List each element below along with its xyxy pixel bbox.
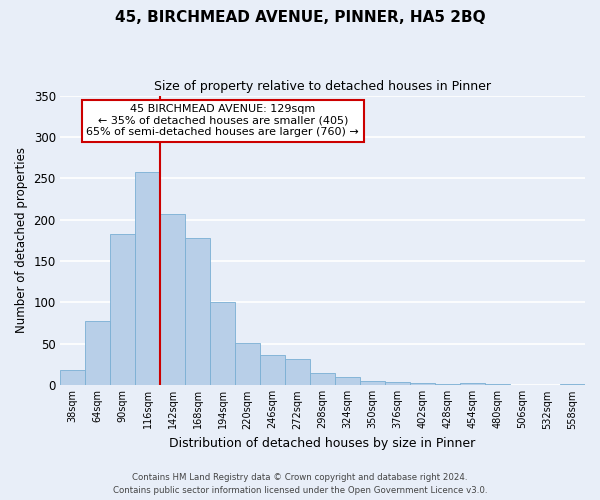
Bar <box>435 384 460 385</box>
Bar <box>385 382 410 385</box>
Bar <box>460 382 485 385</box>
Title: Size of property relative to detached houses in Pinner: Size of property relative to detached ho… <box>154 80 491 93</box>
Bar <box>560 384 585 385</box>
Bar <box>210 302 235 385</box>
Text: Contains HM Land Registry data © Crown copyright and database right 2024.
Contai: Contains HM Land Registry data © Crown c… <box>113 474 487 495</box>
Text: 45 BIRCHMEAD AVENUE: 129sqm
← 35% of detached houses are smaller (405)
65% of se: 45 BIRCHMEAD AVENUE: 129sqm ← 35% of det… <box>86 104 359 138</box>
X-axis label: Distribution of detached houses by size in Pinner: Distribution of detached houses by size … <box>169 437 476 450</box>
Bar <box>335 376 360 385</box>
Bar <box>60 370 85 385</box>
Bar <box>185 238 210 385</box>
Bar <box>160 214 185 385</box>
Y-axis label: Number of detached properties: Number of detached properties <box>15 148 28 334</box>
Bar <box>360 381 385 385</box>
Bar <box>135 172 160 385</box>
Bar <box>85 322 110 385</box>
Text: 45, BIRCHMEAD AVENUE, PINNER, HA5 2BQ: 45, BIRCHMEAD AVENUE, PINNER, HA5 2BQ <box>115 10 485 25</box>
Bar <box>235 343 260 385</box>
Bar <box>485 384 510 385</box>
Bar <box>410 384 435 385</box>
Bar <box>310 374 335 385</box>
Bar <box>260 355 285 385</box>
Bar <box>110 234 135 385</box>
Bar <box>285 360 310 385</box>
